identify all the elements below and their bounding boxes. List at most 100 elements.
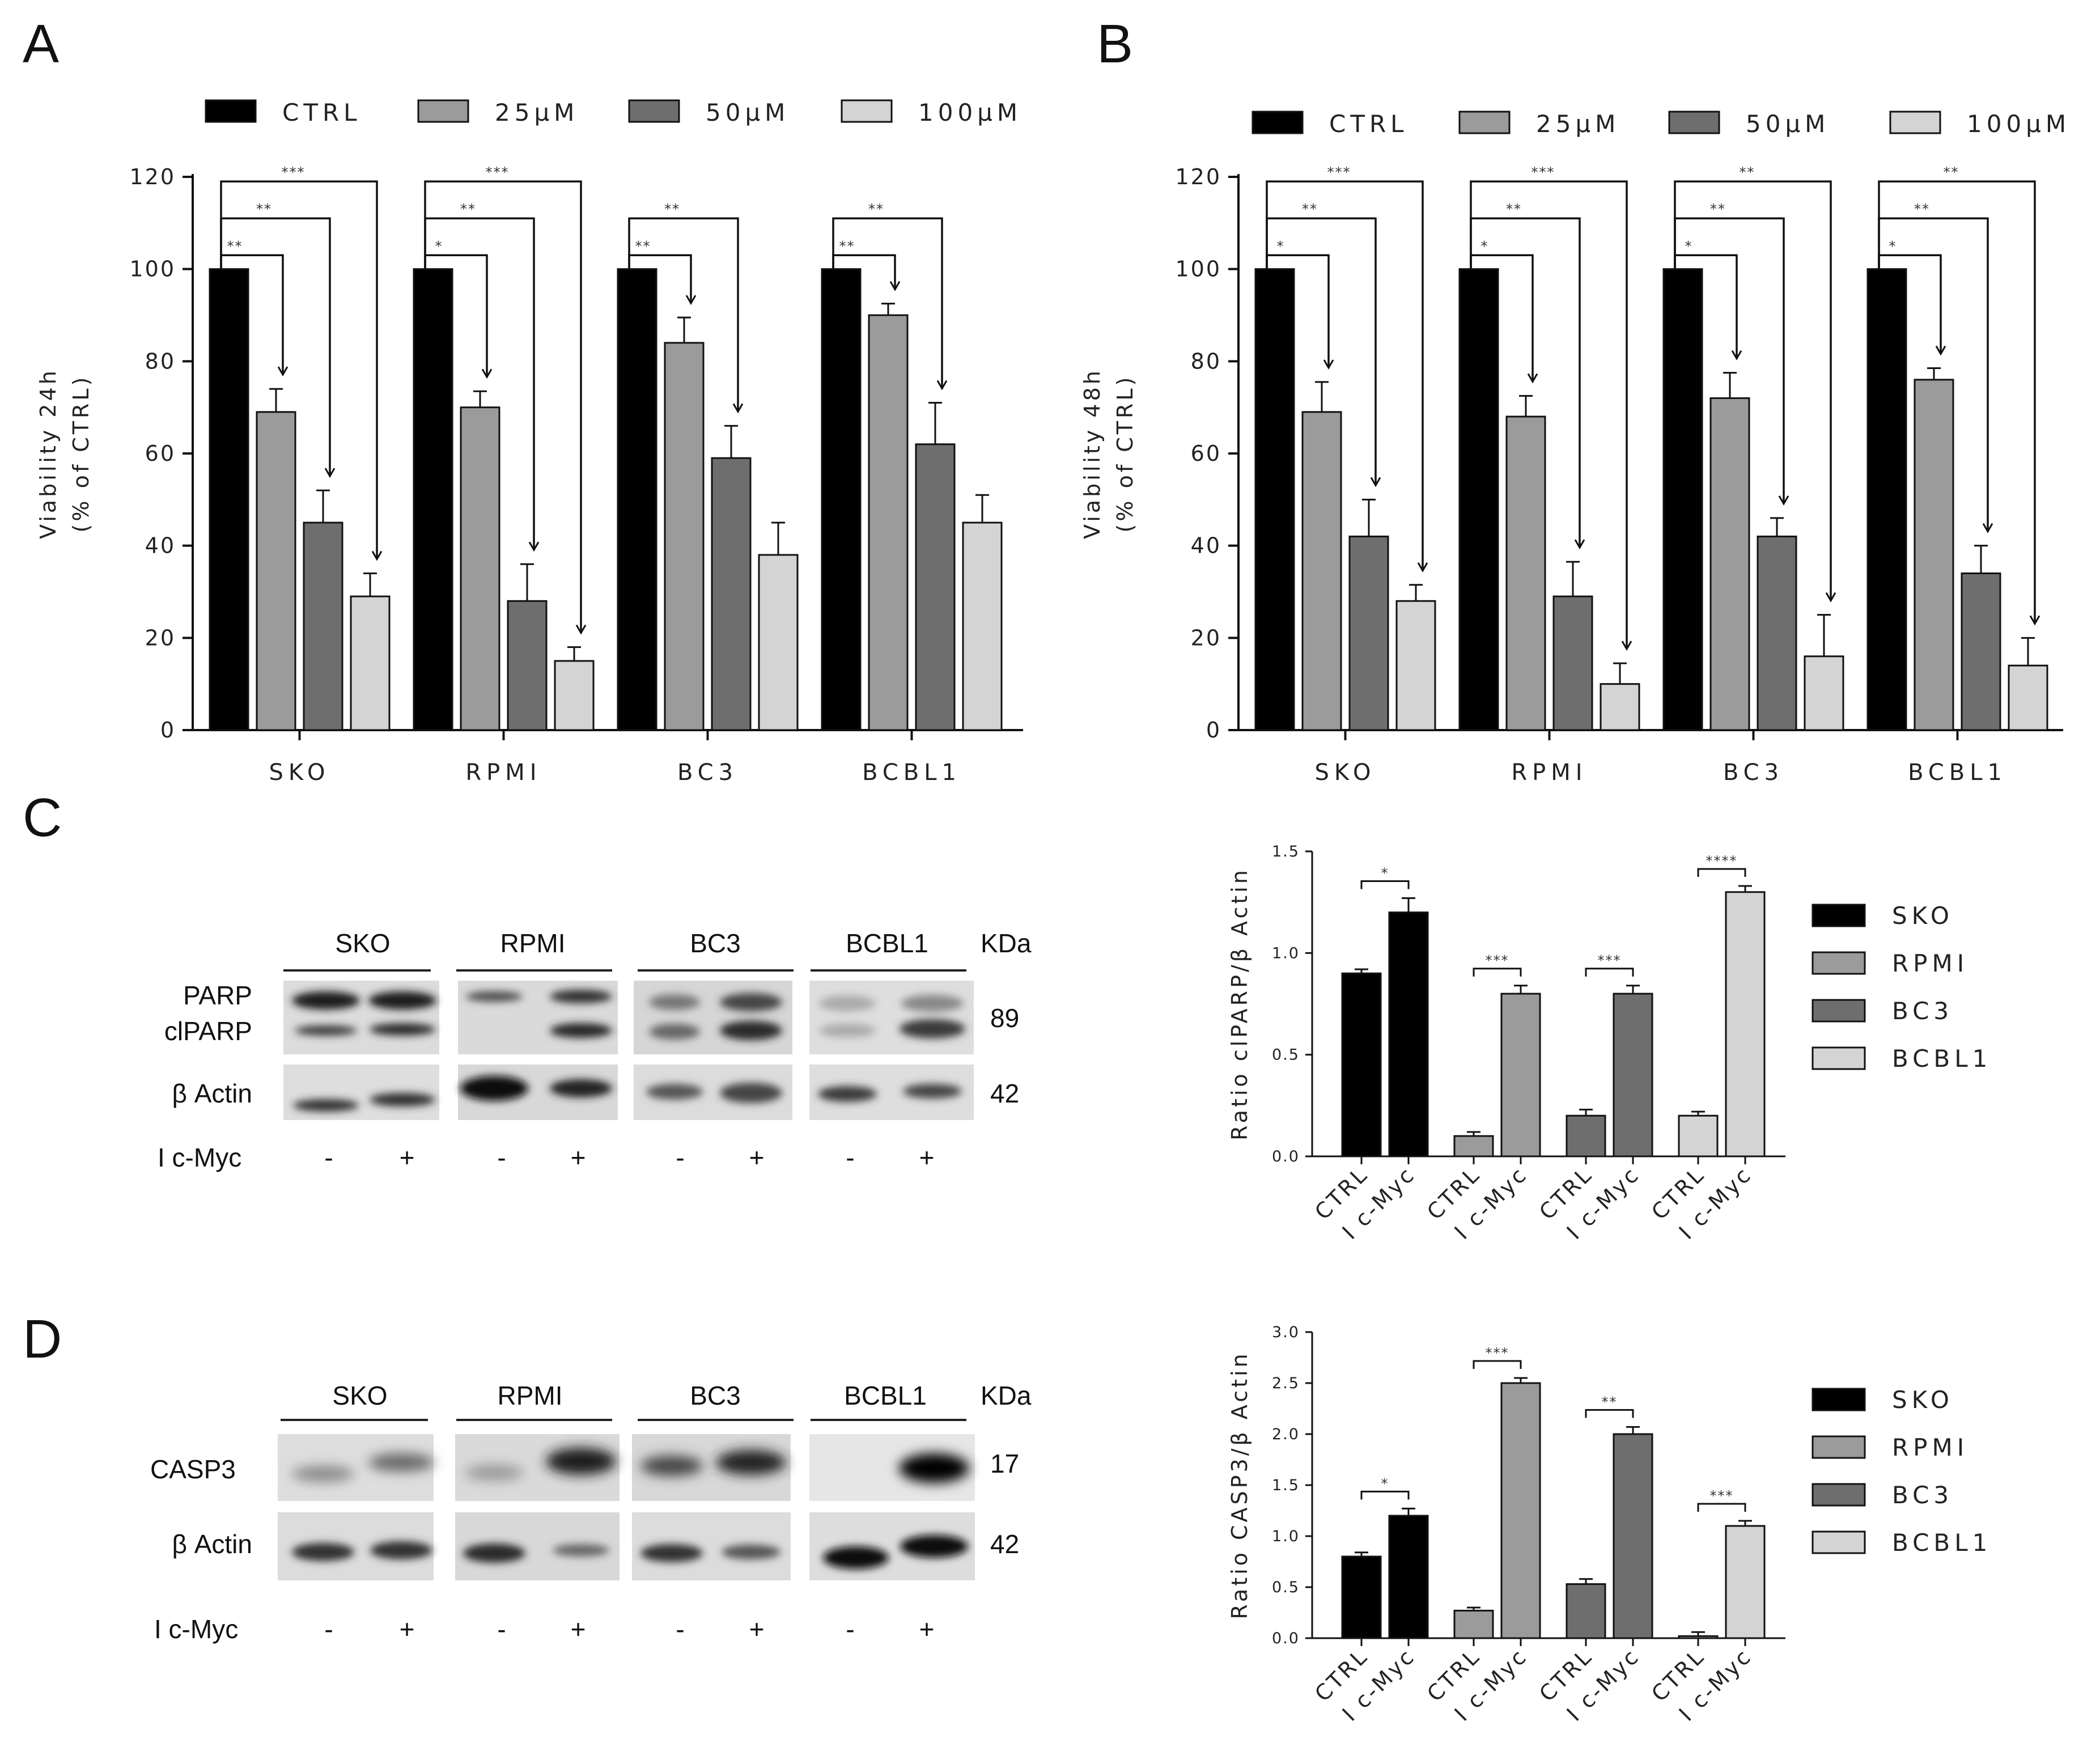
sig-bracket <box>1473 968 1522 977</box>
sig-bracket <box>1360 1490 1410 1500</box>
sig-bracket <box>1360 880 1410 889</box>
y-tick-label: 1.5 <box>1272 843 1300 860</box>
y-tick-label: 60 <box>1191 441 1221 466</box>
bar-SKO-3 <box>1395 600 1436 731</box>
blot-d-kda-header: KDa <box>981 1381 1032 1410</box>
y-tick-label: 1.0 <box>1272 1528 1300 1545</box>
y-tick-label: 0.0 <box>1272 1148 1300 1165</box>
bar-SKO-0 <box>1254 268 1295 731</box>
treatment-sign: + <box>919 1143 935 1172</box>
blot-d-row2-kda: 42 <box>990 1529 1019 1559</box>
bar-BCBL1-0 <box>1678 1114 1719 1157</box>
sig-label: ** <box>1914 201 1930 217</box>
y-tick-label: 3.0 <box>1272 1324 1300 1341</box>
sig-bracket <box>1470 180 1628 650</box>
blot-c-kda-header: KDa <box>981 928 1032 958</box>
sig-bracket <box>1878 180 2036 624</box>
blot-c-parp-bcbl1 <box>809 981 974 1054</box>
bar-BC3-0 <box>1662 268 1703 731</box>
bar-RPMI-1 <box>1500 993 1541 1157</box>
sig-arrow <box>1935 345 1946 356</box>
sig-label: * <box>435 238 443 254</box>
bar-SKO-2 <box>1348 535 1389 731</box>
legend-label-3: 100μM <box>918 99 1022 126</box>
y-tick-label: 2.5 <box>1272 1375 1300 1392</box>
sig-arrow <box>528 541 540 552</box>
sig-label: *** <box>486 164 510 180</box>
bar-BC3-1 <box>1613 993 1653 1157</box>
y-tick-label: 1.0 <box>1272 944 1300 962</box>
sig-arrow <box>1417 562 1428 573</box>
blot-d: SKO RPMI BC3 BCBL1 KDa CASP3 17 <box>150 1381 1032 1644</box>
sig-label: * <box>1685 238 1693 254</box>
legend-swatch-2 <box>1668 111 1720 134</box>
bar-RPMI-0 <box>1453 1609 1494 1639</box>
sig-label: **** <box>1706 853 1738 869</box>
bar-SKO-3 <box>350 595 391 731</box>
treatment-sign: + <box>400 1143 415 1172</box>
sig-label: *** <box>1486 953 1509 969</box>
legend-label-0: SKO <box>1892 1386 1954 1414</box>
legend-label-1: RPMI <box>1892 1434 1969 1461</box>
bar-SKO-1 <box>1388 1515 1429 1639</box>
legend-swatch-2 <box>1812 999 1866 1023</box>
bar-RPMI-2 <box>1552 595 1593 731</box>
sig-label: ** <box>227 238 243 254</box>
treatment-sign: - <box>324 1614 333 1644</box>
bar-RPMI-0 <box>413 268 453 731</box>
sig-arrow <box>685 295 697 306</box>
sig-label: * <box>1277 238 1285 254</box>
bar-BC3-0 <box>617 268 657 731</box>
sig-bracket <box>424 180 582 633</box>
sig-arrow <box>371 550 383 561</box>
blot-c-actin-label: β Actin <box>172 1079 252 1108</box>
legend-swatch-0 <box>1252 111 1304 134</box>
bar-BC3-2 <box>711 457 752 731</box>
bar-BCBL1-3 <box>962 521 1003 731</box>
sig-label: ** <box>839 238 855 254</box>
bar-BCBL1-0 <box>821 268 862 731</box>
bar-BC3-1 <box>664 342 705 731</box>
legend-swatch-2 <box>628 99 680 123</box>
legend-label-1: 25μM <box>495 99 579 126</box>
blot-d-header-sko: SKO <box>332 1381 387 1410</box>
bar-RPMI-1 <box>1505 415 1546 731</box>
sig-label: * <box>1381 1475 1389 1491</box>
blot-c-parp-sko <box>283 981 439 1054</box>
sig-label: ** <box>1506 201 1522 217</box>
y-tick-label: 20 <box>145 625 176 650</box>
sig-label: ** <box>1944 164 1959 180</box>
sig-arrow <box>1621 641 1632 651</box>
bar-RPMI-3 <box>554 660 595 731</box>
sig-arrow <box>481 368 493 379</box>
sig-label: ** <box>635 238 651 254</box>
y-tick-label: 80 <box>1191 349 1221 374</box>
bar-BCBL1-3 <box>2008 664 2048 731</box>
bar-BC3-3 <box>758 554 799 731</box>
bar-BC3-3 <box>1804 655 1844 731</box>
bar-RPMI-0 <box>1458 268 1499 731</box>
treatment-sign: + <box>749 1143 765 1172</box>
legend-label-3: BCBL1 <box>1892 1529 1992 1557</box>
y-tick-label: 2.0 <box>1272 1426 1300 1443</box>
bar-RPMI-0 <box>1453 1135 1494 1157</box>
blot-c-header-bc3: BC3 <box>690 928 740 958</box>
bar-RPMI-3 <box>1600 683 1640 731</box>
blot-d-header-bc3: BC3 <box>690 1381 740 1410</box>
y-tick-label: 0 <box>1206 718 1221 743</box>
treatment-sign: + <box>919 1614 935 1644</box>
sig-label: ** <box>1602 1394 1618 1410</box>
x-tick-label-RPMI: RPMI <box>465 760 541 786</box>
bar-BCBL1-1 <box>868 314 909 731</box>
y-axis-label-line2: (% of CTRL) <box>1113 375 1138 533</box>
x-tick-label-SKO: SKO <box>1315 760 1376 786</box>
legend-swatch-3 <box>1812 1046 1866 1070</box>
sig-arrow <box>732 403 744 414</box>
sig-arrow <box>575 624 587 635</box>
y-tick-label: 1.5 <box>1272 1477 1300 1494</box>
blot-c-parp-bands <box>292 990 965 1040</box>
y-tick-label: 120 <box>1175 164 1221 189</box>
x-tick-label-BC3: BC3 <box>1723 760 1784 786</box>
legend-swatch-0 <box>1812 904 1866 927</box>
bar-BCBL1-0 <box>1866 268 1907 731</box>
